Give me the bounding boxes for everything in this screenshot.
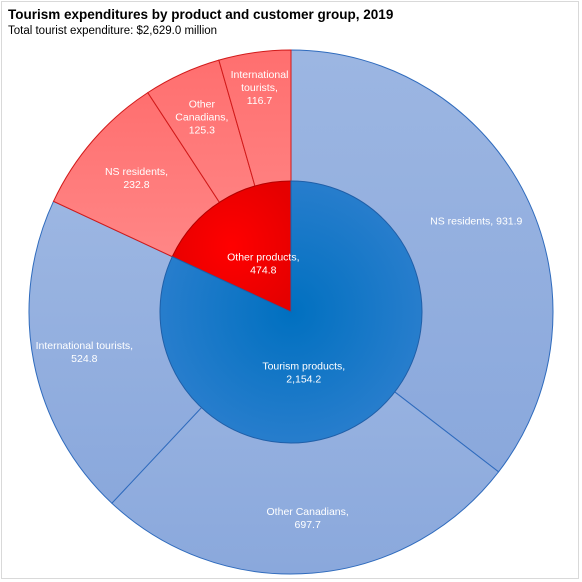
- inner-label-other-products: Other products, 474.8: [227, 251, 299, 276]
- outer-label-2: Other Canadians, 697.7: [267, 506, 349, 531]
- outer-label-6: International tourists, 116.7: [231, 69, 289, 107]
- outer-slice-1: [290, 49, 554, 473]
- chart-subtitle: Total tourist expenditure: $2,629.0 mill…: [8, 25, 218, 37]
- outer-label-5: Other Canadians, 125.3: [175, 98, 228, 136]
- chart-title: Tourism expenditures by product and cust…: [8, 7, 394, 22]
- inner-slice-tourism-products: [159, 180, 423, 444]
- outer-slice-2: [111, 311, 500, 575]
- outer-label-4: NS residents, 232.8: [105, 166, 168, 191]
- inner-label-tourism-products: Tourism products, 2,154.2: [262, 361, 345, 386]
- outer-label-3: International tourists, 524.8: [36, 340, 133, 365]
- inner-slice-other-products: [171, 180, 292, 313]
- outer-slice-3: [28, 200, 292, 504]
- outer-label-1: NS residents, 931.9: [430, 215, 522, 227]
